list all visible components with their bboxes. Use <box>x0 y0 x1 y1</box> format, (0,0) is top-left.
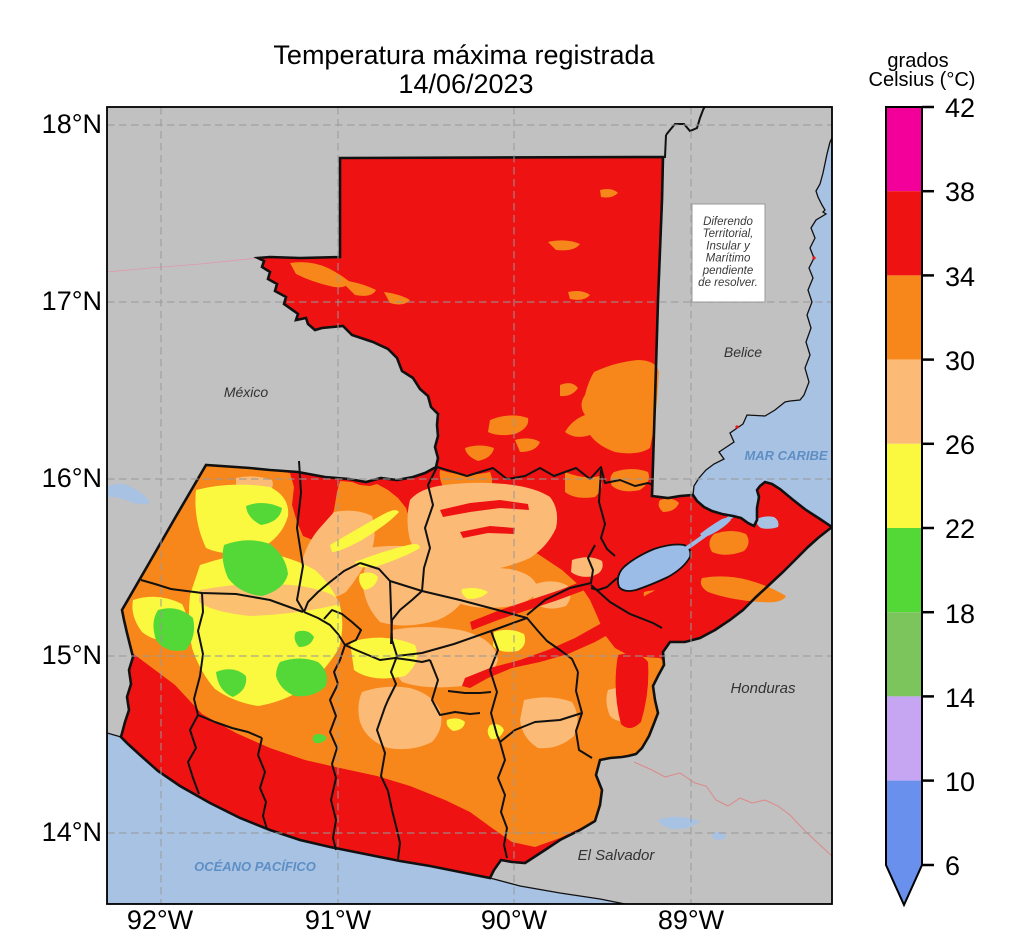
svg-text:38: 38 <box>945 177 975 207</box>
svg-text:Belice: Belice <box>724 344 762 360</box>
svg-text:Temperatura máxima registrada: Temperatura máxima registrada <box>273 40 655 70</box>
svg-text:10: 10 <box>945 767 975 797</box>
svg-text:30: 30 <box>945 346 975 376</box>
svg-text:89°W: 89°W <box>658 905 725 935</box>
svg-text:14: 14 <box>945 683 975 713</box>
svg-text:18: 18 <box>945 599 975 629</box>
svg-text:42: 42 <box>945 93 975 123</box>
svg-text:34: 34 <box>945 262 975 292</box>
svg-text:14°N: 14°N <box>42 817 102 847</box>
svg-text:Diferendo: Diferendo <box>703 216 753 228</box>
svg-text:14/06/2023: 14/06/2023 <box>398 69 533 99</box>
svg-text:Marítimo: Marítimo <box>706 253 751 265</box>
svg-text:91°W: 91°W <box>305 905 372 935</box>
svg-text:OCÉANO PACÍFICO: OCÉANO PACÍFICO <box>194 859 316 874</box>
svg-text:22: 22 <box>945 514 975 544</box>
svg-text:17°N: 17°N <box>42 286 102 316</box>
svg-text:Celsius (°C): Celsius (°C) <box>869 69 976 91</box>
svg-text:Insular y: Insular y <box>706 241 751 253</box>
svg-text:grados: grados <box>887 50 948 72</box>
svg-text:90°W: 90°W <box>481 905 548 935</box>
svg-text:de resolver.: de resolver. <box>698 277 758 289</box>
svg-text:6: 6 <box>945 851 960 881</box>
svg-text:Honduras: Honduras <box>730 680 796 697</box>
svg-text:MAR CARIBE: MAR CARIBE <box>744 448 827 463</box>
svg-text:18°N: 18°N <box>42 109 102 139</box>
svg-text:México: México <box>224 384 269 400</box>
svg-text:El Salvador: El Salvador <box>578 847 656 864</box>
svg-text:16°N: 16°N <box>42 463 102 493</box>
svg-text:92°W: 92°W <box>127 905 194 935</box>
svg-text:pendiente: pendiente <box>702 265 754 277</box>
svg-text:15°N: 15°N <box>42 640 102 670</box>
svg-text:Territorial,: Territorial, <box>703 228 754 240</box>
svg-text:26: 26 <box>945 430 975 460</box>
